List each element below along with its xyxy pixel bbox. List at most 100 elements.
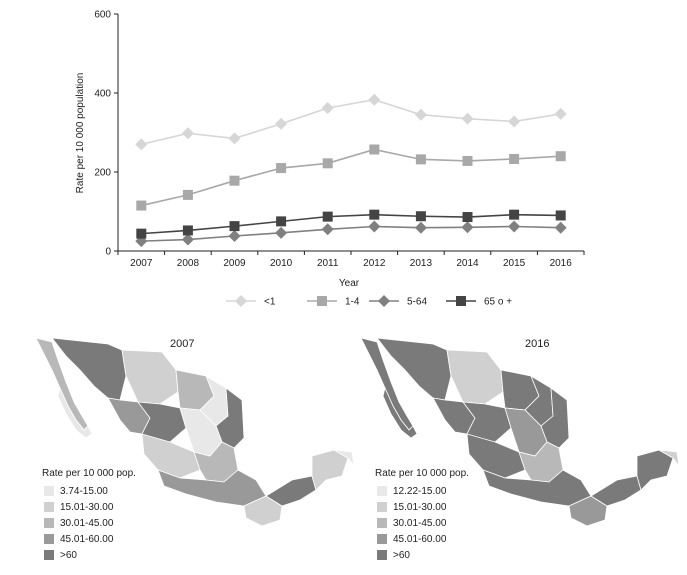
map-region [311, 449, 349, 491]
legend-marker [235, 295, 247, 307]
legend-label: 65 o + [484, 297, 512, 308]
series-line [141, 98, 561, 146]
map-legend-item: 15.01-30.00 [377, 502, 446, 514]
legend-label: 1-4 [345, 297, 360, 308]
data-point [228, 229, 241, 242]
data-point [276, 216, 287, 227]
data-point [508, 220, 521, 233]
data-point [508, 115, 521, 128]
legend-swatch [44, 486, 54, 497]
legend-swatch [377, 550, 387, 561]
map-region [482, 469, 592, 507]
legend-label: 12.22-15.00 [393, 486, 447, 497]
legend-label: 45.01-60.00 [393, 534, 447, 545]
map-region [141, 433, 201, 479]
data-point [368, 93, 381, 106]
data-point [368, 220, 381, 233]
data-point [509, 153, 520, 164]
data-point [322, 158, 333, 169]
map-region [57, 386, 93, 439]
legend-marker [317, 296, 327, 306]
series-group [136, 144, 566, 211]
series-group [135, 220, 567, 248]
legend-swatch [44, 518, 54, 529]
data-point [555, 151, 566, 162]
legend-label: 15.01-30.00 [393, 502, 447, 513]
map-legend-item: 15.01-30.00 [44, 502, 113, 514]
map-region [658, 449, 680, 467]
map-legend-item: 12.22-15.00 [377, 486, 446, 498]
x-tick-label: 2007 [130, 258, 153, 269]
legend-swatch [44, 550, 54, 561]
data-point [415, 211, 426, 222]
data-point [276, 163, 287, 174]
data-point [135, 138, 148, 151]
data-point [275, 117, 288, 130]
map-legend-title: Rate per 10 000 pop. [42, 468, 136, 479]
series-line [141, 148, 561, 207]
map-legend-item: 3.74-15.00 [44, 486, 108, 498]
mexico-map-2007 [35, 337, 355, 527]
map-panel-2007: 2007 Rate per 10 000 pop. 3.74-15.00 15.… [30, 330, 360, 570]
data-point [509, 209, 520, 220]
data-point [321, 223, 334, 236]
data-point [369, 144, 380, 155]
data-point [229, 221, 240, 232]
y-tick-label: 600 [94, 10, 111, 21]
map-region [157, 469, 267, 507]
data-point [275, 226, 288, 239]
x-tick-label: 2010 [270, 258, 293, 269]
map-legend-item: >60 [44, 550, 77, 562]
map-legend-item: >60 [377, 550, 410, 562]
map-title: 2016 [525, 338, 550, 350]
data-point [321, 102, 334, 115]
y-tick-label: 200 [94, 168, 111, 179]
map-region [121, 349, 179, 405]
legend-swatch [44, 534, 54, 545]
legend-swatch [377, 502, 387, 513]
map-region [446, 349, 504, 405]
map-legend-item: 45.01-60.00 [377, 534, 446, 546]
series-group [136, 209, 566, 239]
map-legend-item: 45.01-60.00 [44, 534, 113, 546]
data-point [414, 108, 427, 121]
data-point [181, 233, 194, 246]
mexico-map-2016 [360, 337, 680, 527]
legend-swatch [377, 534, 387, 545]
data-point [461, 112, 474, 125]
data-point [182, 189, 193, 200]
legend-label: 15.01-30.00 [60, 502, 114, 513]
data-point [369, 209, 380, 220]
legend-marker [378, 295, 390, 307]
map-legend-item: 30.01-45.00 [377, 518, 446, 530]
chart-axes: 0 200 400 600 2007 2008 2009 2010 2011 2012 2013 20… [94, 10, 585, 269]
data-point [461, 221, 474, 234]
data-point [462, 155, 473, 166]
legend-marker [456, 296, 466, 306]
data-point [229, 175, 240, 186]
series-layer [135, 93, 567, 248]
legend-label: 3.74-15.00 [60, 486, 108, 497]
data-point [136, 228, 147, 239]
data-point [415, 154, 426, 165]
legend-swatch [44, 502, 54, 513]
x-tick-label: 2009 [223, 258, 246, 269]
x-tick-label: 2008 [177, 258, 200, 269]
legend-swatch [377, 518, 387, 529]
data-point [554, 221, 567, 234]
legend-label: >60 [393, 550, 410, 561]
x-tick-label: 2015 [503, 258, 526, 269]
map-region [382, 386, 418, 439]
legend-label: 30.01-45.00 [60, 518, 114, 529]
legend-label: 45.01-60.00 [60, 534, 114, 545]
map-region [466, 433, 526, 479]
series-group [135, 93, 567, 151]
y-tick-label: 0 [105, 247, 111, 258]
x-tick-label: 2011 [317, 258, 339, 269]
map-panel-2016: 2016 Rate per 10 000 pop. 12.22-15.00 15… [355, 330, 685, 570]
series-line [141, 213, 561, 235]
legend-label: 30.01-45.00 [393, 518, 447, 529]
data-point [136, 200, 147, 211]
data-point [322, 211, 333, 222]
line-chart: 0 200 400 600 2007 2008 2009 2010 2011 2012 2013 20… [75, 10, 585, 308]
